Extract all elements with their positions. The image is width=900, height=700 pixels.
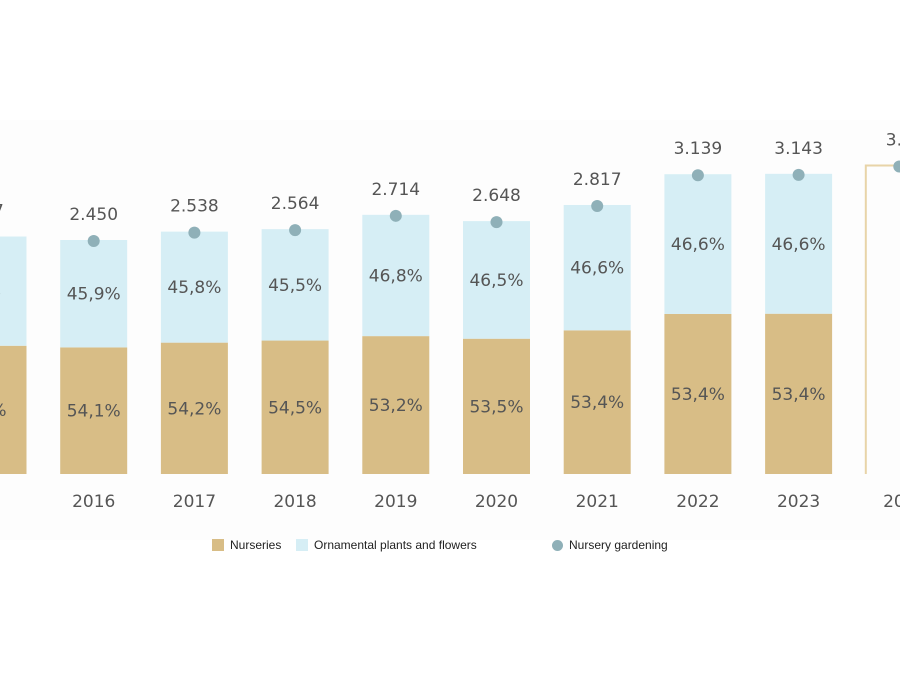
total-label-2016: 2.450 xyxy=(69,205,118,225)
bar-nurseries-2017 xyxy=(160,342,228,474)
total-label-2023: 3.143 xyxy=(774,139,823,159)
total-label-2021: 2.817 xyxy=(573,170,622,190)
x-tick-label-2021: 2021 xyxy=(576,492,619,512)
total-label-2024: 3.2 xyxy=(886,131,900,151)
bar-ornamental-2021 xyxy=(563,204,631,331)
bars-group xyxy=(0,160,900,474)
bar-ornamental-2017 xyxy=(160,231,228,343)
x-tick-label-2024: 202 xyxy=(883,492,900,512)
bar-nurseries-2015 xyxy=(0,345,27,474)
data-label-ornamental-2021: 46,6% xyxy=(570,259,624,279)
total-marker-2021 xyxy=(591,199,604,212)
total-label-2018: 2.564 xyxy=(271,194,320,214)
x-tick-label-2019: 2019 xyxy=(374,492,417,512)
data-label-nurseries-2015: 9% xyxy=(0,401,6,421)
total-marker-2017 xyxy=(188,226,201,239)
data-label-ornamental-2019: 46,8% xyxy=(369,266,423,286)
data-label-nurseries-2019: 53,2% xyxy=(369,396,423,416)
bar-nurseries-2023 xyxy=(765,313,833,474)
plot-background xyxy=(0,120,900,540)
data-label-ornamental-2015: % xyxy=(0,282,1,302)
data-label-nurseries-2021: 53,4% xyxy=(570,393,624,413)
data-label-ornamental-2018: 45,5% xyxy=(268,276,322,296)
x-tick-label-2023: 2023 xyxy=(777,492,820,512)
legend-label-nursery-gardening: Nursery gardening xyxy=(569,538,668,552)
data-label-nurseries-2023: 53,4% xyxy=(772,385,826,405)
data-label-nurseries-2018: 54,5% xyxy=(268,398,322,418)
bar-ornamental-2018 xyxy=(261,229,329,341)
total-marker-2018 xyxy=(289,224,302,237)
total-marker-2019 xyxy=(389,209,402,222)
x-tick-label-2020: 2020 xyxy=(475,492,518,512)
total-marker-2023 xyxy=(792,168,805,181)
bar-nurseries-2022 xyxy=(664,313,732,474)
data-label-nurseries-2022: 53,4% xyxy=(671,385,725,405)
labels-group: 9%%87554,1%45,9%2.450201654,2%45,8%2.538… xyxy=(0,131,900,512)
data-label-ornamental-2020: 46,5% xyxy=(469,271,523,291)
total-marker-2024 xyxy=(893,160,900,173)
data-label-nurseries-2017: 54,2% xyxy=(167,399,221,419)
total-marker-2020 xyxy=(490,216,503,229)
legend-item-ornamental: Ornamental plants and flowers xyxy=(296,538,477,552)
legend-label-ornamental: Ornamental plants and flowers xyxy=(314,538,477,552)
total-label-2015: 87 xyxy=(0,201,4,221)
bar-nurseries-2018 xyxy=(261,340,329,474)
x-tick-label-2022: 2022 xyxy=(676,492,719,512)
x-tick-label-2017: 2017 xyxy=(173,492,216,512)
data-label-ornamental-2016: 45,9% xyxy=(67,285,121,305)
bar-nurseries-2019 xyxy=(362,336,430,474)
legend-swatch-ornamental xyxy=(296,539,308,551)
total-label-2022: 3.139 xyxy=(674,139,723,159)
bar-ornamental-2020 xyxy=(463,221,530,339)
data-label-nurseries-2020: 53,5% xyxy=(469,397,523,417)
bar-nurseries-2020 xyxy=(463,338,530,474)
total-label-2017: 2.538 xyxy=(170,197,219,217)
bar-ornamental-2023 xyxy=(765,173,833,314)
legend-item-nurseries: Nurseries xyxy=(212,538,281,552)
bar-ornamental-2015 xyxy=(0,236,27,346)
legend-swatch-nurseries xyxy=(212,539,224,551)
bar-outline-2024 xyxy=(864,164,900,474)
bar-ornamental-2019 xyxy=(362,214,430,337)
bar-ornamental-2016 xyxy=(60,240,128,348)
data-label-ornamental-2023: 46,6% xyxy=(772,235,826,255)
total-label-2020: 2.648 xyxy=(472,186,521,206)
data-label-ornamental-2017: 45,8% xyxy=(167,278,221,298)
x-tick-label-2016: 2016 xyxy=(72,492,115,512)
bar-nurseries-2016 xyxy=(60,347,128,474)
data-label-nurseries-2016: 54,1% xyxy=(67,402,121,422)
legend: Nurseries Ornamental plants and flowers … xyxy=(0,538,900,558)
total-label-2019: 2.714 xyxy=(371,180,420,200)
legend-label-nurseries: Nurseries xyxy=(230,538,282,552)
legend-item-nursery-gardening: Nursery gardening xyxy=(552,538,668,552)
total-marker-2016 xyxy=(87,235,100,248)
total-marker-2022 xyxy=(691,169,704,182)
bar-nurseries-2021 xyxy=(563,330,631,474)
x-tick-label-2018: 2018 xyxy=(273,492,316,512)
bar-ornamental-2022 xyxy=(664,174,732,314)
legend-dot-nursery-gardening xyxy=(552,539,563,551)
data-label-ornamental-2022: 46,6% xyxy=(671,235,725,255)
